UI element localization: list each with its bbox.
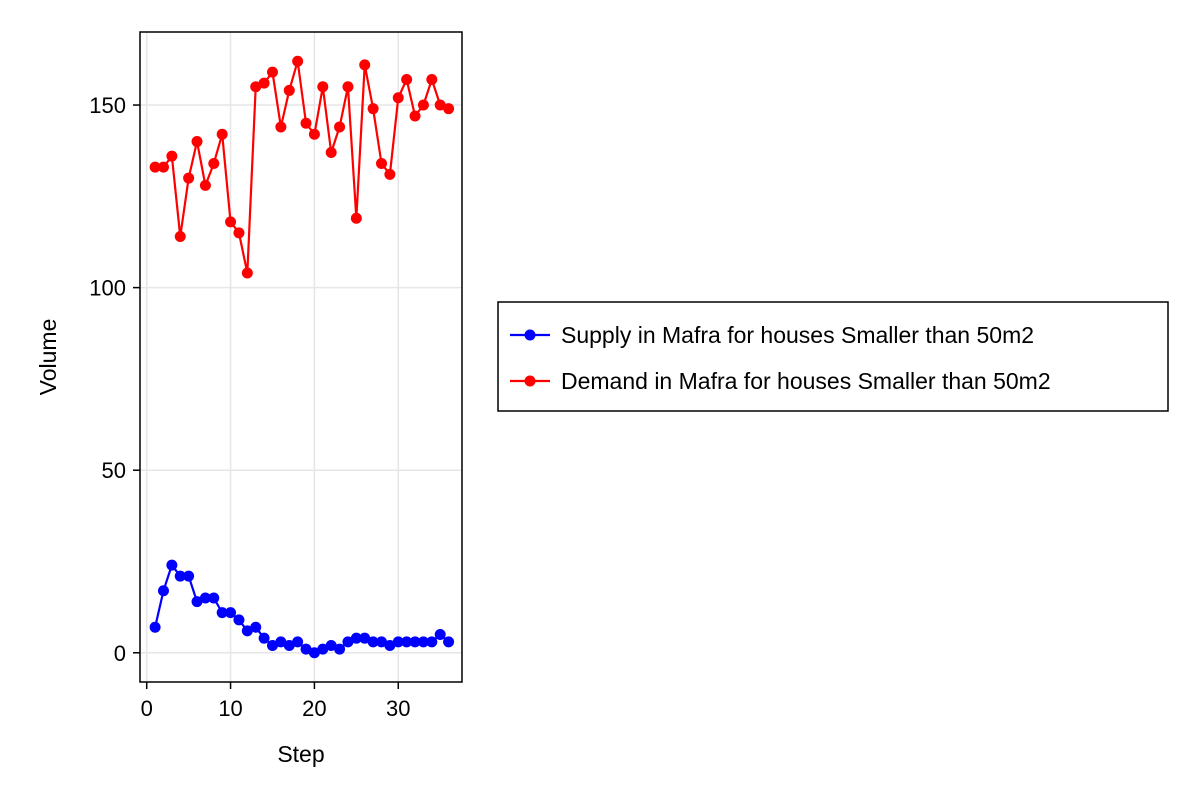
data-point — [342, 636, 354, 648]
data-point — [174, 570, 186, 582]
data-point — [426, 73, 438, 85]
data-point — [149, 621, 161, 633]
data-point — [409, 110, 421, 122]
data-point — [208, 592, 220, 604]
series-demand — [149, 55, 455, 279]
data-point — [283, 84, 295, 96]
legend-item: Demand in Mafra for houses Smaller than … — [510, 368, 1051, 394]
data-point — [149, 161, 161, 173]
legend: Supply in Mafra for houses Smaller than … — [497, 301, 1169, 412]
data-point — [266, 639, 278, 651]
data-point — [250, 81, 262, 93]
data-point — [434, 629, 446, 641]
data-point — [376, 157, 387, 169]
data-point — [292, 636, 304, 648]
legend-box — [497, 301, 1169, 412]
data-point — [191, 596, 203, 608]
data-point — [275, 636, 287, 648]
data-point — [401, 636, 413, 648]
data-point — [317, 643, 329, 655]
data-point — [191, 136, 203, 148]
data-point — [199, 592, 211, 604]
data-point — [216, 128, 228, 140]
series-supply — [149, 559, 455, 659]
data-point — [233, 614, 245, 626]
data-point — [250, 621, 262, 633]
x-tick-label: 0 — [141, 696, 153, 721]
legend-item: Supply in Mafra for houses Smaller than … — [510, 322, 1034, 348]
grid-lines — [140, 32, 462, 682]
plot-frame — [139, 31, 463, 683]
legend-marker — [524, 375, 536, 387]
data-point — [300, 117, 312, 129]
x-tick-label: 30 — [386, 696, 410, 721]
data-point — [174, 230, 186, 242]
x-axis-title: Step — [277, 741, 324, 767]
data-point — [384, 639, 396, 651]
legend-label: Demand in Mafra for houses Smaller than … — [561, 368, 1051, 394]
data-point — [417, 99, 429, 111]
data-point — [208, 157, 220, 169]
data-point — [359, 59, 371, 71]
y-tick-label: 0 — [114, 641, 126, 666]
data-point — [166, 559, 178, 571]
data-point — [426, 636, 438, 648]
data-point — [199, 179, 211, 191]
data-point — [183, 570, 195, 582]
data-point — [308, 647, 320, 659]
data-point — [350, 632, 362, 644]
data-point — [183, 172, 195, 184]
data-point — [166, 150, 178, 162]
data-point — [157, 161, 169, 173]
data-point — [292, 55, 304, 67]
data-point — [275, 121, 287, 133]
data-point — [334, 643, 346, 655]
data-point — [443, 103, 455, 115]
data-point — [367, 636, 379, 648]
x-tick-label: 20 — [302, 696, 326, 721]
legend-label: Supply in Mafra for houses Smaller than … — [561, 322, 1034, 348]
data-point — [359, 632, 371, 644]
series-line — [155, 60, 450, 275]
data-point — [157, 585, 169, 597]
data-point — [376, 636, 387, 648]
data-point — [392, 92, 404, 104]
y-axis-title: Volume — [35, 319, 61, 396]
data-point — [384, 168, 396, 180]
data-point — [258, 77, 270, 89]
data-point — [325, 147, 337, 159]
data-point — [266, 66, 278, 78]
data-point — [342, 81, 354, 93]
data-point — [392, 636, 404, 648]
data-point — [308, 128, 320, 140]
y-tick-label: 100 — [89, 276, 126, 301]
data-point — [417, 636, 429, 648]
series-layer — [149, 55, 455, 659]
data-point — [300, 643, 312, 655]
data-point — [225, 607, 237, 619]
data-point — [241, 267, 253, 279]
data-point — [350, 212, 362, 224]
data-point — [367, 103, 379, 115]
data-point — [409, 636, 421, 648]
data-point — [401, 73, 413, 85]
data-point — [443, 636, 455, 648]
y-tick-label: 50 — [102, 458, 126, 483]
legend-marker — [524, 329, 536, 341]
y-tick-label: 150 — [89, 93, 126, 118]
data-point — [434, 99, 446, 111]
data-point — [334, 121, 346, 133]
data-point — [216, 607, 228, 619]
data-point — [233, 227, 245, 239]
data-point — [317, 81, 329, 93]
data-point — [283, 639, 295, 651]
x-tick-label: 10 — [218, 696, 242, 721]
data-point — [325, 639, 337, 651]
axis-ticks: 0 10 20 30 0 50 100 150 — [89, 93, 410, 721]
data-point — [241, 625, 253, 637]
data-point — [225, 216, 237, 228]
data-point — [258, 632, 270, 644]
